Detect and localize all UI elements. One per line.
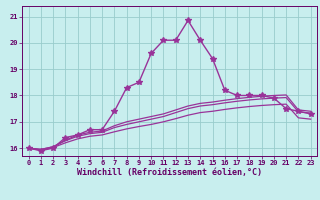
X-axis label: Windchill (Refroidissement éolien,°C): Windchill (Refroidissement éolien,°C): [77, 168, 262, 177]
